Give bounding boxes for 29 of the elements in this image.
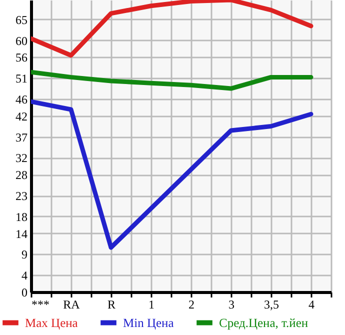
line-series: [31, 70, 314, 91]
y-tick-label: 0: [22, 286, 28, 300]
x-tick-label: 1: [148, 298, 154, 312]
y-tick-label: 60: [16, 34, 28, 48]
y-tick-label: 14: [16, 226, 28, 241]
y-tick-label: 18: [16, 210, 28, 224]
legend-label: Сред.Цена, т.йен: [219, 316, 308, 330]
y-tick-label: 23: [16, 189, 28, 204]
x-tick-label: 2: [188, 298, 194, 312]
x-tick-label: 3: [228, 298, 234, 312]
y-tick-label: 42: [16, 109, 28, 124]
line-series: [31, 99, 314, 250]
line-series: [31, 0, 314, 58]
y-tick-label: 32: [16, 151, 28, 166]
y-tick-label: 9: [22, 248, 28, 262]
x-tick-label: RA: [63, 298, 80, 312]
y-tick-label: 37: [16, 130, 28, 144]
y-tick-label: 65: [16, 12, 28, 27]
legend-label: Min Цена: [123, 316, 174, 330]
y-tick-label: 51: [16, 72, 28, 86]
y-tick-label: 56: [16, 50, 28, 65]
y-tick-label: 46: [16, 92, 28, 107]
x-tick-label: ***: [32, 298, 50, 312]
x-tick-label: 4: [308, 298, 314, 312]
legend-label: Max Цена: [25, 316, 78, 330]
x-tick-label: R: [107, 298, 116, 312]
y-tick-label: 28: [16, 168, 28, 182]
x-tick-label: 3,5: [264, 298, 279, 312]
y-tick-label: 4: [22, 268, 28, 283]
